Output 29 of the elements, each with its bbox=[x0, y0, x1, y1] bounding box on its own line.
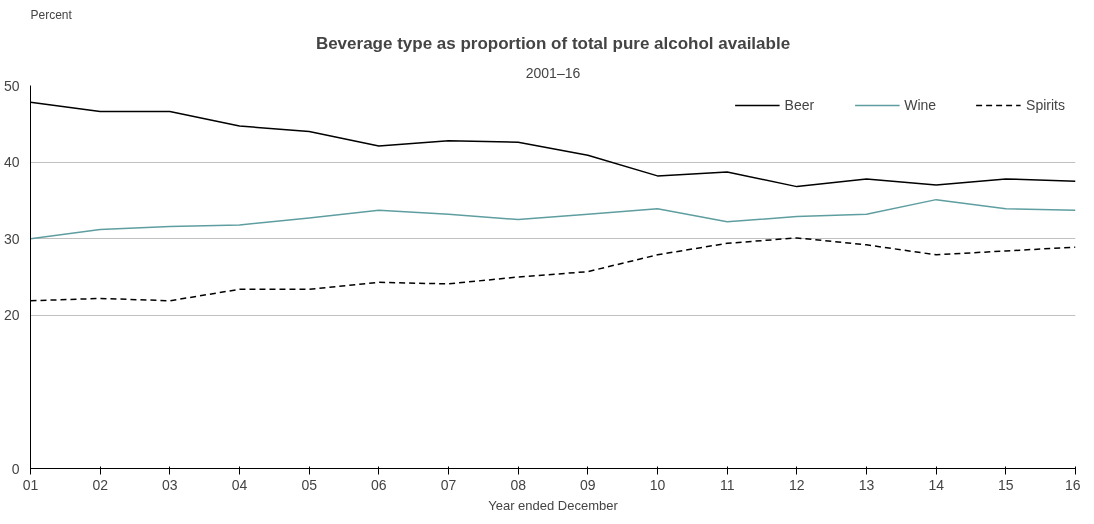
x-tick-label: 01 bbox=[22, 476, 39, 493]
x-tick-label: 02 bbox=[92, 476, 109, 493]
y-tick-label: 0 bbox=[11, 460, 20, 477]
y-tick-label: 40 bbox=[3, 154, 20, 171]
chart-subtitle: 2001–16 bbox=[525, 64, 581, 81]
x-tick-label: 08 bbox=[510, 476, 527, 493]
x-tick-label: 07 bbox=[440, 476, 457, 493]
line-series bbox=[30, 198, 1076, 240]
x-axis-title: Year ended December bbox=[488, 497, 619, 513]
x-tick-label: 16 bbox=[1064, 476, 1081, 493]
legend-label: Wine bbox=[904, 97, 937, 113]
chart-title: Beverage type as proportion of total pure alcohol available bbox=[315, 33, 791, 53]
x-tick-label: 13 bbox=[858, 476, 875, 493]
x-tick-label: 14 bbox=[928, 476, 945, 493]
y-tick-label: 30 bbox=[3, 230, 20, 247]
x-tick-label: 06 bbox=[371, 476, 387, 493]
x-tick-label: 04 bbox=[231, 476, 248, 493]
legend-label: Spirits bbox=[1026, 97, 1065, 113]
x-tick-label: 15 bbox=[998, 476, 1014, 493]
legend-label: Beer bbox=[784, 97, 815, 113]
x-tick-label: 09 bbox=[580, 476, 596, 493]
x-tick-label: 11 bbox=[719, 476, 735, 493]
x-tick-label: 10 bbox=[649, 476, 666, 493]
x-tick-label: 03 bbox=[162, 476, 178, 493]
x-tick-label: 12 bbox=[789, 476, 805, 493]
y-axis-title: Percent bbox=[30, 7, 73, 22]
y-tick-label: 50 bbox=[3, 77, 20, 94]
y-tick-label: 20 bbox=[3, 307, 20, 324]
x-tick-label: 05 bbox=[301, 476, 318, 493]
